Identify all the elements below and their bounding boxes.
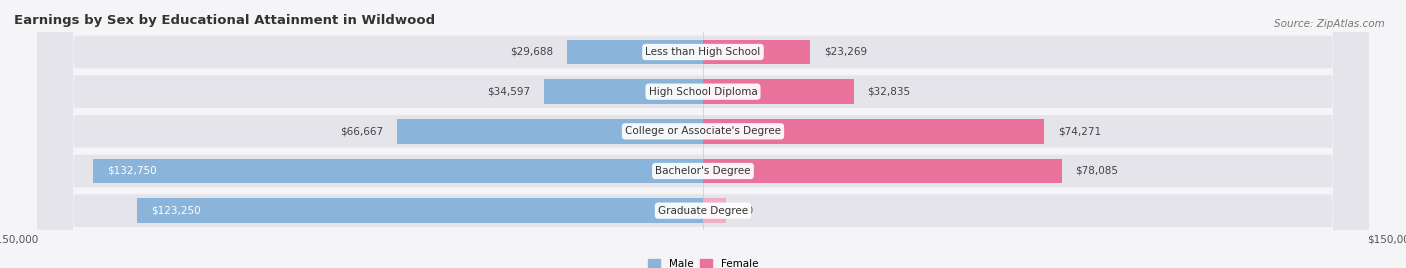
Text: Earnings by Sex by Educational Attainment in Wildwood: Earnings by Sex by Educational Attainmen… bbox=[14, 14, 436, 27]
Text: Source: ZipAtlas.com: Source: ZipAtlas.com bbox=[1274, 19, 1385, 29]
Text: Bachelor's Degree: Bachelor's Degree bbox=[655, 166, 751, 176]
Bar bbox=[703, 119, 1045, 144]
Legend: Male, Female: Male, Female bbox=[648, 259, 758, 268]
Bar bbox=[396, 119, 703, 144]
FancyBboxPatch shape bbox=[37, 0, 1369, 268]
FancyBboxPatch shape bbox=[37, 0, 1369, 268]
Bar bbox=[703, 198, 725, 223]
Bar bbox=[703, 40, 810, 64]
Text: College or Associate's Degree: College or Associate's Degree bbox=[626, 126, 780, 136]
Bar bbox=[703, 79, 853, 104]
Text: $74,271: $74,271 bbox=[1057, 126, 1101, 136]
Bar bbox=[136, 198, 703, 223]
FancyBboxPatch shape bbox=[37, 0, 1369, 268]
Text: $0: $0 bbox=[740, 206, 752, 216]
Text: $132,750: $132,750 bbox=[107, 166, 156, 176]
Text: $78,085: $78,085 bbox=[1076, 166, 1118, 176]
Bar bbox=[567, 40, 703, 64]
Text: $34,597: $34,597 bbox=[488, 87, 530, 97]
Text: $32,835: $32,835 bbox=[868, 87, 911, 97]
Text: Graduate Degree: Graduate Degree bbox=[658, 206, 748, 216]
FancyBboxPatch shape bbox=[37, 0, 1369, 268]
Text: Less than High School: Less than High School bbox=[645, 47, 761, 57]
Text: $66,667: $66,667 bbox=[340, 126, 382, 136]
Text: $123,250: $123,250 bbox=[150, 206, 200, 216]
Text: High School Diploma: High School Diploma bbox=[648, 87, 758, 97]
FancyBboxPatch shape bbox=[37, 0, 1369, 268]
Bar bbox=[544, 79, 703, 104]
Text: $23,269: $23,269 bbox=[824, 47, 866, 57]
Text: $29,688: $29,688 bbox=[510, 47, 553, 57]
Bar bbox=[703, 159, 1062, 183]
Bar bbox=[93, 159, 703, 183]
